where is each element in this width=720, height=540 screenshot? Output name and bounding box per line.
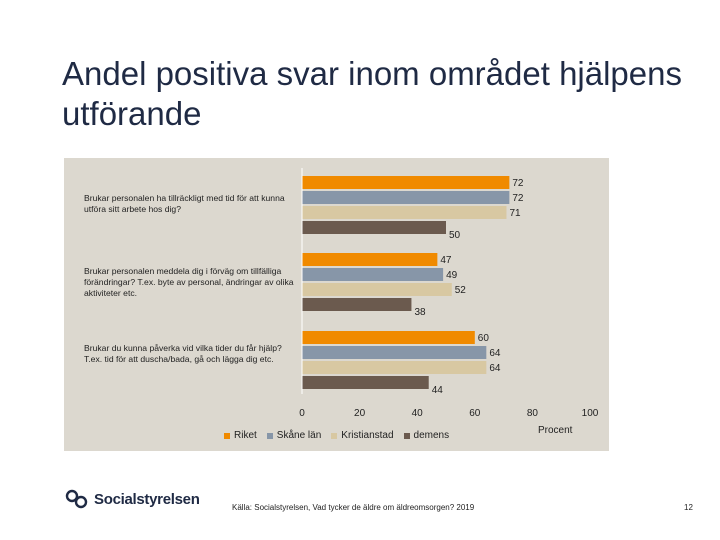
value-label-1-3: 38 bbox=[414, 307, 426, 318]
bar-1-1 bbox=[302, 268, 444, 281]
x-tick-label-1: 20 bbox=[354, 408, 366, 419]
legend-label-demens: demens bbox=[413, 430, 450, 441]
legend-label-kristianstad: Kristianstad bbox=[341, 430, 394, 441]
bar-2-2 bbox=[302, 361, 487, 374]
x-tick-label-4: 80 bbox=[527, 408, 539, 419]
bar-2-1 bbox=[302, 346, 487, 359]
socialstyrelsen-logo: Socialstyrelsen bbox=[64, 488, 200, 510]
page-number: 12 bbox=[684, 503, 693, 512]
legend-item-demens: demens bbox=[403, 430, 450, 441]
x-axis-ticks: 0 20 40 60 80 100 bbox=[299, 168, 599, 419]
x-tick-label-0: 0 bbox=[299, 408, 305, 419]
value-label-0-0: 72 bbox=[512, 178, 524, 189]
chart-legend: Riket Skåne län Kristianstad demens bbox=[224, 430, 449, 441]
bars-layer bbox=[302, 176, 510, 389]
legend-swatch-riket bbox=[224, 432, 230, 439]
x-tick-label-2: 40 bbox=[412, 408, 424, 419]
bar-0-0 bbox=[302, 176, 510, 189]
value-label-0-1: 72 bbox=[512, 193, 524, 204]
bar-0-1 bbox=[302, 191, 510, 204]
bar-chart: 72 72 71 50 47 49 52 38 60 64 64 44 0 20 40 60 80 100 bbox=[299, 168, 599, 419]
value-label-2-3: 44 bbox=[432, 385, 444, 396]
source-note: Källa: Socialstyrelsen, Vad tycker de äl… bbox=[232, 503, 475, 512]
legend-label-riket: Riket bbox=[234, 430, 257, 441]
value-label-2-1: 64 bbox=[489, 348, 501, 359]
legend-item-riket: Riket bbox=[224, 430, 257, 441]
bar-0-3 bbox=[302, 221, 446, 234]
bar-2-0 bbox=[302, 331, 475, 344]
bar-1-2 bbox=[302, 283, 452, 296]
logo-text: Socialstyrelsen bbox=[94, 490, 200, 508]
value-labels-layer: 72 72 71 50 47 49 52 38 60 64 64 44 bbox=[414, 178, 523, 396]
bar-0-2 bbox=[302, 206, 507, 219]
legend-item-skane: Skåne län bbox=[266, 430, 322, 441]
bar-1-3 bbox=[302, 298, 412, 311]
value-label-1-0: 47 bbox=[440, 255, 452, 266]
logo-icon bbox=[65, 489, 88, 509]
category-label-influence: Brukar du kunna påverka vid vilka tider … bbox=[84, 343, 282, 364]
x-axis-label: Procent bbox=[538, 425, 573, 436]
category-label-notice: Brukar personalen meddela dig i förväg o… bbox=[84, 266, 294, 298]
value-label-2-0: 60 bbox=[478, 333, 490, 344]
legend-swatch-kristianstad bbox=[331, 432, 338, 439]
legend-item-kristianstad: Kristianstad bbox=[331, 430, 394, 441]
chart-panel: 72 72 71 50 47 49 52 38 60 64 64 44 0 20 40 60 80 100 Br… bbox=[64, 158, 609, 451]
value-label-1-1: 49 bbox=[446, 270, 458, 281]
legend-swatch-skane bbox=[266, 432, 273, 439]
legend-label-skane: Skåne län bbox=[276, 430, 322, 441]
value-label-2-2: 64 bbox=[489, 363, 501, 374]
value-label-1-2: 52 bbox=[455, 285, 467, 296]
value-label-0-3: 50 bbox=[449, 230, 461, 241]
x-tick-label-3: 60 bbox=[469, 408, 481, 419]
bar-1-0 bbox=[302, 253, 438, 266]
slide-title: Andel positiva svar inom området hjälpen… bbox=[62, 55, 682, 132]
value-label-0-2: 71 bbox=[509, 208, 521, 219]
category-label-time: Brukar personalen ha tillräckligt med ti… bbox=[84, 193, 285, 214]
bar-2-3 bbox=[302, 376, 429, 389]
legend-swatch-demens bbox=[403, 432, 410, 439]
x-tick-label-5: 100 bbox=[582, 408, 599, 419]
